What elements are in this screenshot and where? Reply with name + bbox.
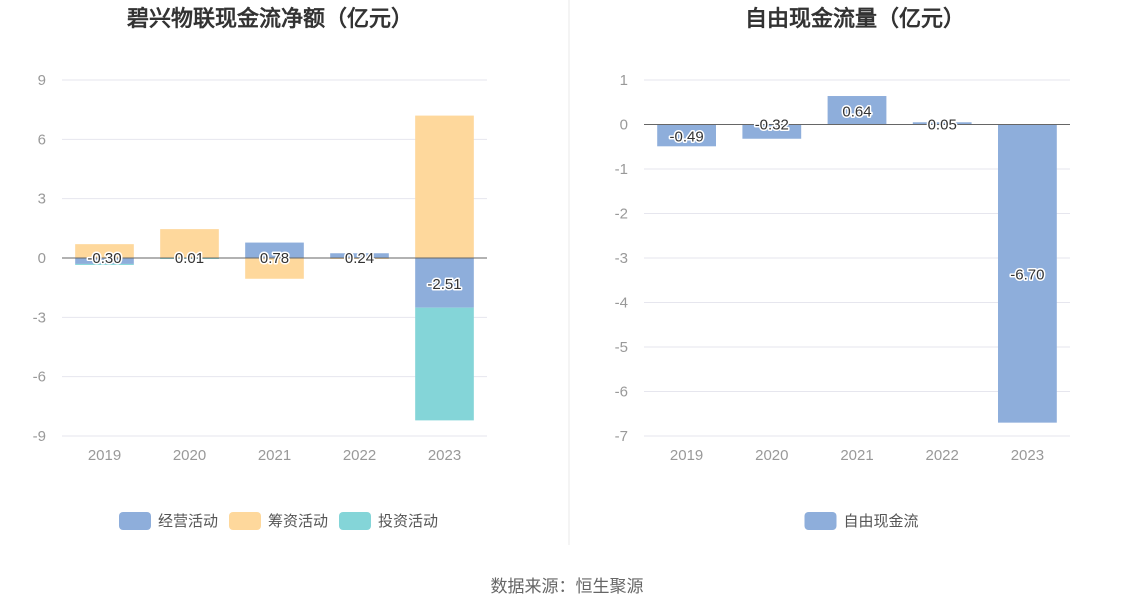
y-tick-label: -9 bbox=[33, 428, 46, 445]
legend-item[interactable]: 经营活动 bbox=[119, 512, 218, 530]
data-label: -6.70 bbox=[1010, 267, 1044, 284]
data-source: 数据来源：恒生聚源 bbox=[491, 577, 644, 596]
legend-label: 经营活动 bbox=[158, 513, 218, 530]
legend-swatch bbox=[804, 512, 837, 530]
x-tick-label: 2021 bbox=[840, 447, 873, 464]
left-bars bbox=[75, 115, 474, 421]
bar-2020-s1[interactable] bbox=[160, 229, 219, 258]
chart-title-right: 自由现金流量（亿元） bbox=[745, 6, 965, 31]
bar-2022-s0[interactable] bbox=[330, 253, 389, 258]
x-tick-label: 2022 bbox=[343, 447, 376, 464]
y-tick-label: -4 bbox=[615, 295, 628, 312]
data-label: -0.32 bbox=[755, 117, 789, 134]
x-tick-label: 2021 bbox=[258, 447, 291, 464]
y-tick-label: 6 bbox=[38, 131, 46, 148]
legend-swatch bbox=[119, 512, 151, 530]
data-label: 0.78 bbox=[260, 250, 289, 267]
x-tick-label: 2023 bbox=[428, 447, 461, 464]
x-tick-label: 2019 bbox=[670, 447, 703, 464]
right-legend[interactable]: 自由现金流 bbox=[804, 512, 919, 530]
bar-2021-s1[interactable] bbox=[245, 258, 304, 279]
data-label: 0.05 bbox=[928, 117, 957, 134]
bar-2023-s0[interactable] bbox=[998, 124, 1057, 423]
y-tick-label: 3 bbox=[38, 191, 46, 208]
free-cash-flow-chart: 自由现金流量（亿元） 1 0 -1 -2 -3 -4 -5 -6 -7 2019 2020 2021… bbox=[615, 6, 1070, 530]
bar-2023-s2[interactable] bbox=[415, 307, 474, 421]
cash-flow-net-chart: 碧兴物联现金流净额（亿元） 9 6 3 0 -3 -6 -9 2019 2020 2021 202… bbox=[33, 6, 487, 530]
bar-2019-s0[interactable] bbox=[75, 258, 134, 264]
bar-2021-s0[interactable] bbox=[827, 96, 887, 125]
x-tick-label: 2020 bbox=[173, 447, 206, 464]
y-tick-label: 0 bbox=[38, 250, 46, 267]
chart-title-left: 碧兴物联现金流净额（亿元） bbox=[126, 6, 413, 31]
y-tick-label: -6 bbox=[615, 384, 628, 401]
y-tick-label: -7 bbox=[615, 428, 628, 445]
left-x-axis-ticks: 2019 2020 2021 2022 2023 bbox=[88, 447, 461, 464]
legend-item[interactable]: 筹资活动 bbox=[229, 512, 328, 530]
y-tick-label: -2 bbox=[615, 206, 628, 223]
bar-2020-s0[interactable] bbox=[742, 124, 802, 139]
bar-2021-s0[interactable] bbox=[245, 242, 304, 258]
legend-swatch bbox=[229, 512, 261, 530]
y-tick-label: -1 bbox=[615, 161, 628, 178]
data-label: 0.24 bbox=[345, 250, 374, 267]
y-tick-label: 0 bbox=[620, 117, 628, 134]
legend-label: 投资活动 bbox=[378, 513, 438, 530]
y-tick-label: -3 bbox=[33, 309, 46, 326]
right-bars bbox=[657, 96, 1057, 423]
bar-2023-s1[interactable] bbox=[415, 115, 474, 258]
bar-2019-s1[interactable] bbox=[75, 244, 134, 258]
legend-label: 筹资活动 bbox=[268, 513, 328, 530]
y-tick-label: -5 bbox=[615, 339, 628, 356]
x-tick-label: 2022 bbox=[926, 447, 959, 464]
right-data-labels: -0.49 -0.32 0.64 0.05 -6.70 bbox=[668, 102, 1046, 285]
data-label: 0.01 bbox=[175, 250, 204, 267]
x-tick-label: 2020 bbox=[755, 447, 788, 464]
left-data-labels: -0.30 0.01 0.78 0.24 -2.51 bbox=[86, 249, 463, 295]
bar-2019-s0[interactable] bbox=[657, 124, 716, 147]
bar-2023-s0[interactable] bbox=[415, 258, 474, 308]
left-legend[interactable]: 经营活动 筹资活动 投资活动 bbox=[119, 512, 438, 530]
left-y-axis-ticks: 9 6 3 0 -3 -6 -9 bbox=[33, 72, 46, 445]
x-tick-label: 2023 bbox=[1011, 447, 1044, 464]
bar-2019-s2[interactable] bbox=[75, 263, 134, 265]
data-label: -0.49 bbox=[669, 128, 703, 145]
data-label: -0.30 bbox=[87, 250, 121, 267]
y-tick-label: 9 bbox=[38, 72, 46, 89]
data-label: 0.64 bbox=[842, 103, 871, 120]
legend-swatch bbox=[339, 512, 371, 530]
right-x-axis-ticks: 2019 2020 2021 2022 2023 bbox=[670, 447, 1044, 464]
data-label: -2.51 bbox=[427, 276, 461, 293]
right-gridlines bbox=[644, 79, 1070, 437]
x-tick-label: 2019 bbox=[88, 447, 121, 464]
right-y-axis-ticks: 1 0 -1 -2 -3 -4 -5 -6 -7 bbox=[615, 72, 628, 445]
bar-2022-s0[interactable] bbox=[912, 122, 972, 125]
y-tick-label: 1 bbox=[620, 72, 628, 89]
legend-label: 自由现金流 bbox=[844, 513, 919, 530]
y-tick-label: -6 bbox=[33, 369, 46, 386]
y-tick-label: -3 bbox=[615, 250, 628, 267]
legend-item[interactable]: 投资活动 bbox=[339, 512, 438, 530]
legend-item[interactable]: 自由现金流 bbox=[804, 512, 919, 530]
